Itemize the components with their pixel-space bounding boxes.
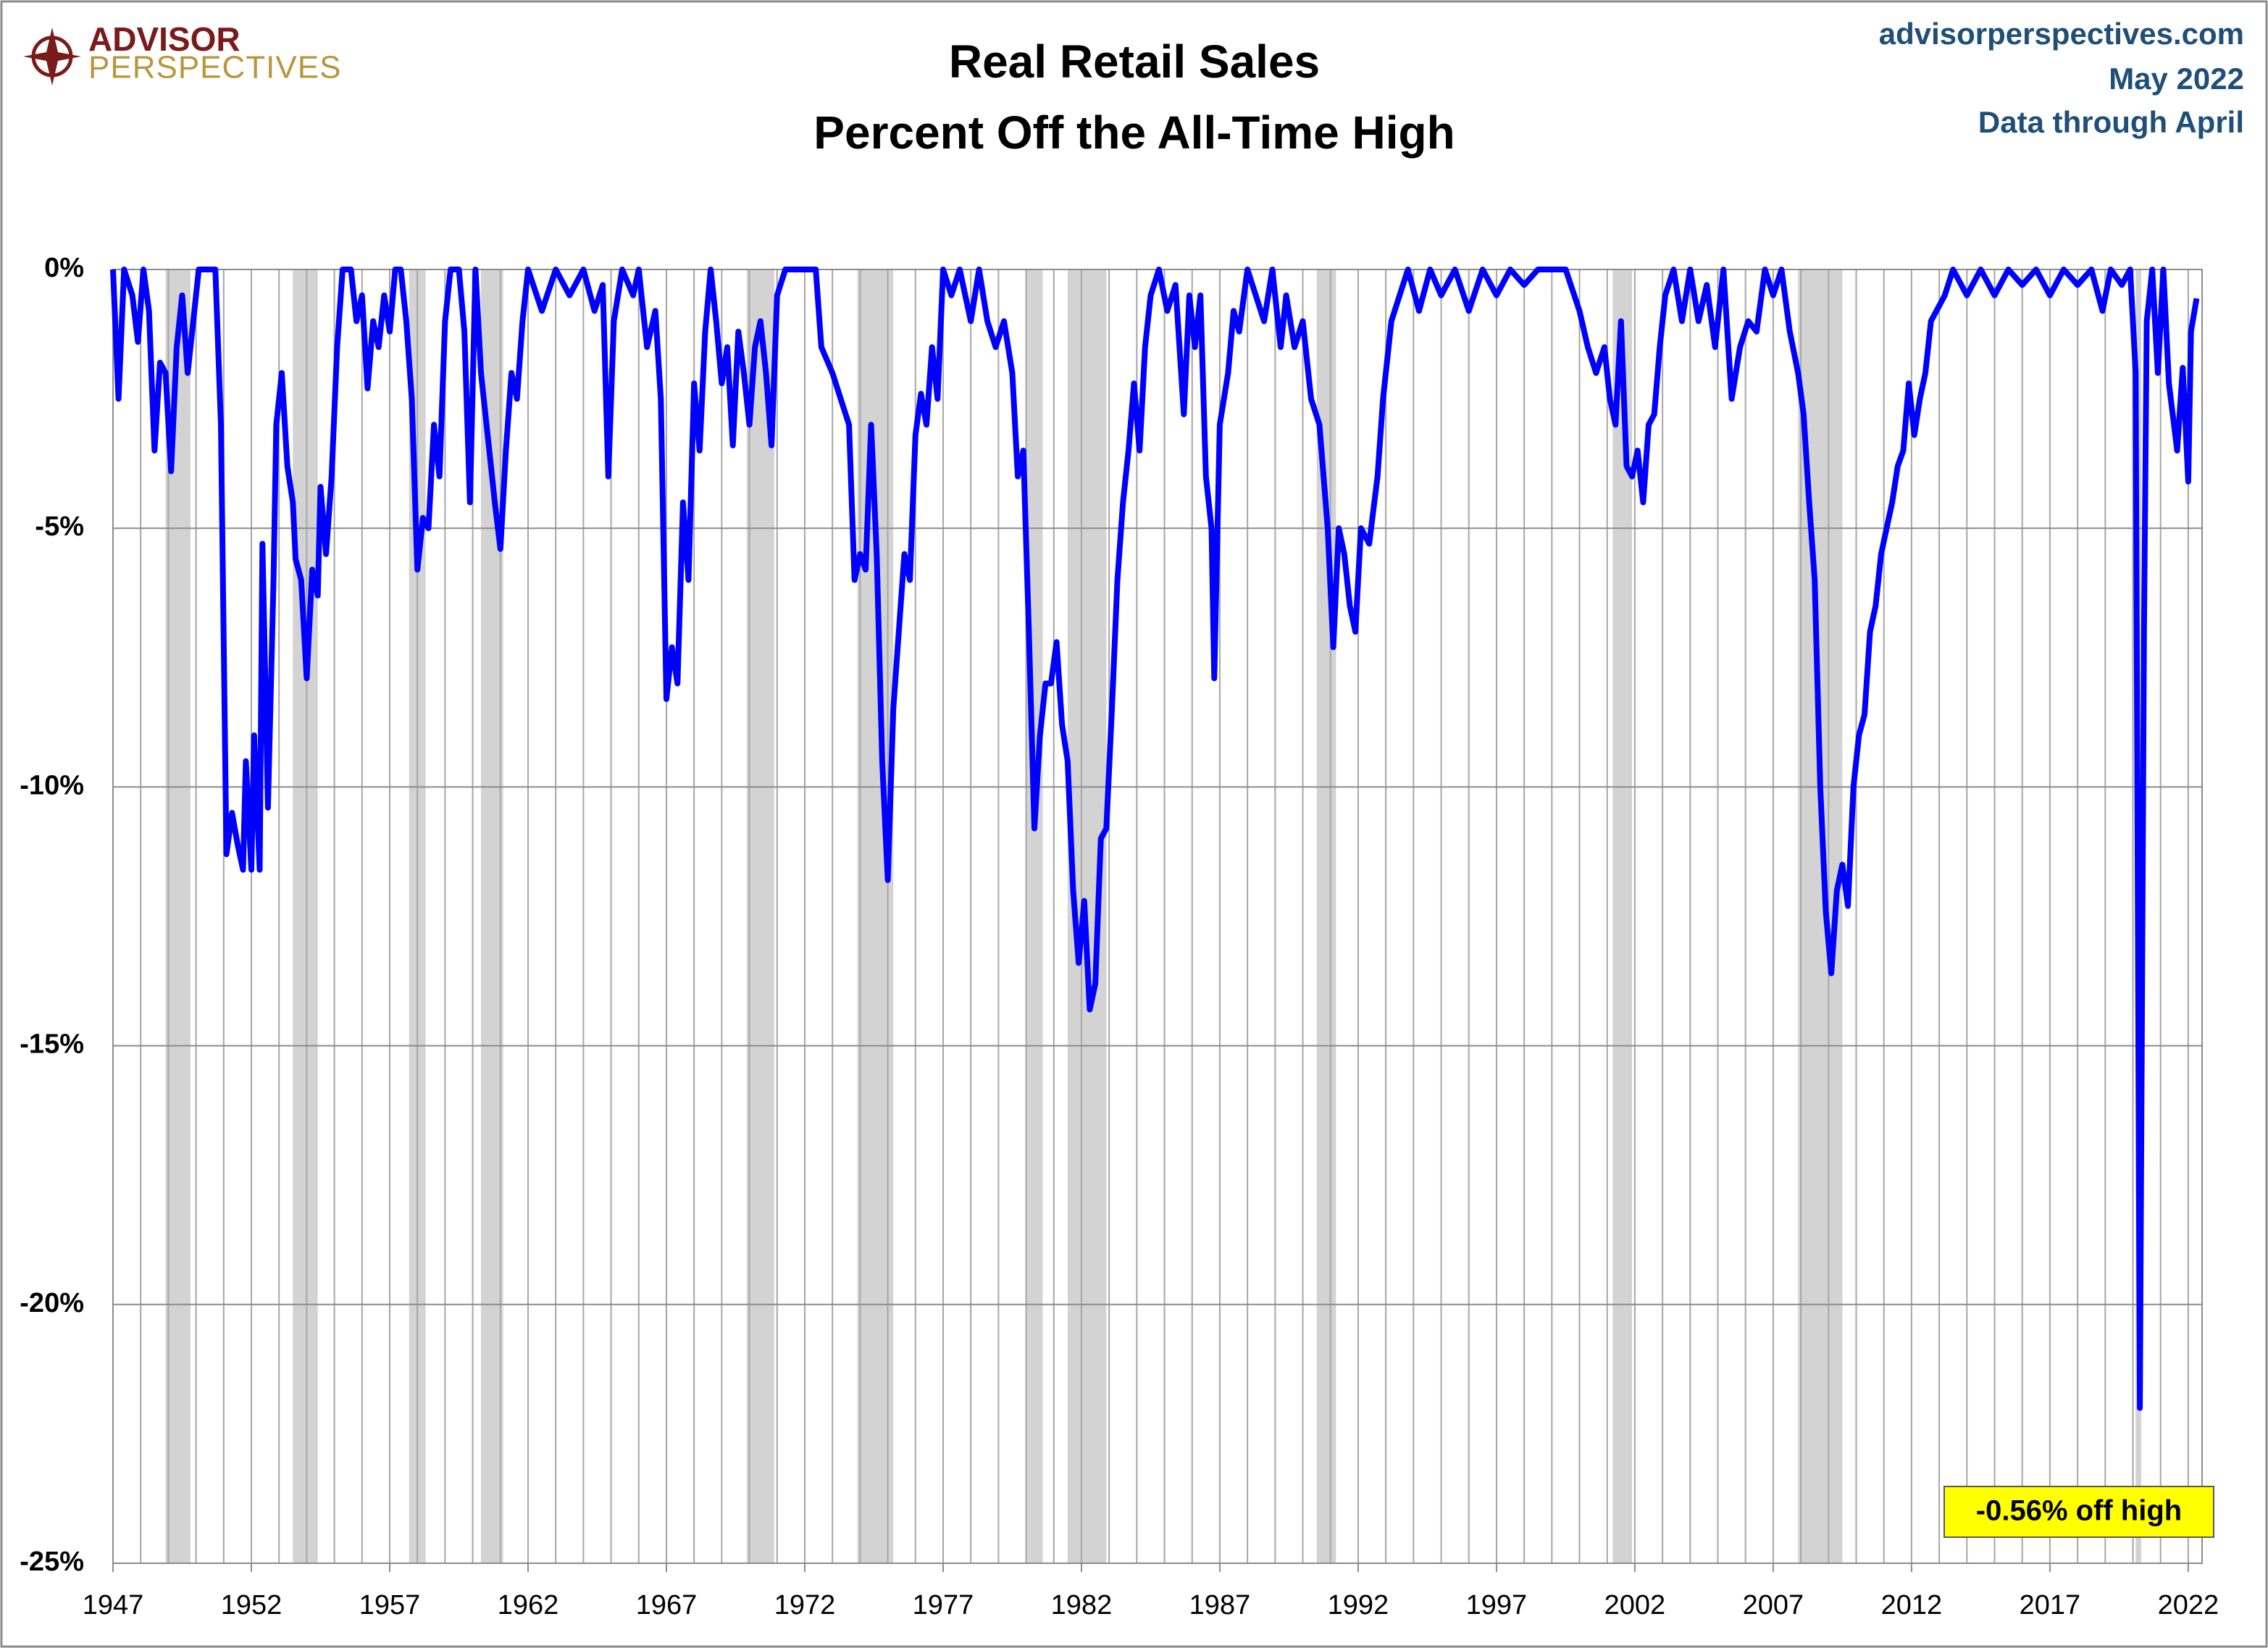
logo-line1: ADVISOR <box>88 20 240 58</box>
y-tick-label: -20% <box>20 1288 84 1318</box>
logo-star <box>23 28 81 85</box>
x-tick-label: 1957 <box>359 1590 421 1620</box>
chart-title: Real Retail Sales <box>949 35 1320 88</box>
x-tick-label: 1967 <box>636 1590 698 1620</box>
x-tick-label: 1952 <box>221 1590 283 1620</box>
x-tick-label: 1947 <box>83 1590 144 1620</box>
source-line: advisorperspectives.com <box>1879 17 2244 51</box>
x-tick-label: 1992 <box>1328 1590 1389 1620</box>
x-tick-label: 1987 <box>1189 1590 1251 1620</box>
x-tick-label: 1977 <box>913 1590 974 1620</box>
plot-area: 0% -5% -10% -15% -20% -25% 1947 1952 1957 1962 196… <box>20 253 2219 1620</box>
source-line: May 2022 <box>2109 62 2244 96</box>
y-tick-label: 0% <box>44 253 84 283</box>
logo-line2: PERSPECTIVES <box>88 50 341 85</box>
y-tick-label: -15% <box>20 1029 84 1060</box>
recession-band <box>746 269 774 1563</box>
y-tick-label: -25% <box>20 1547 84 1577</box>
chart-subtitle: Percent Off the All-Time High <box>813 106 1455 159</box>
x-tick-label: 2012 <box>1881 1590 1943 1620</box>
y-tick-label: -10% <box>20 770 84 800</box>
annotation: -0.56% off high <box>1943 1486 2214 1538</box>
y-tick-label: -5% <box>35 511 84 542</box>
x-tick-label: 2017 <box>2020 1590 2081 1620</box>
x-tick-label: 2002 <box>1604 1590 1666 1620</box>
source-line: Data through April <box>1978 105 2244 139</box>
x-tick-label: 2007 <box>1743 1590 1804 1620</box>
x-tick-label: 1997 <box>1466 1590 1528 1620</box>
logo: ADVISOR PERSPECTIVES <box>23 20 341 85</box>
recession-band <box>1612 269 1633 1563</box>
annotation-box <box>1943 1486 2214 1538</box>
annotation-text: -0.56% off high <box>1976 1495 2182 1527</box>
recession-band <box>1026 269 1043 1563</box>
x-tick-label: 1982 <box>1051 1590 1113 1620</box>
recession-band <box>1316 269 1336 1563</box>
x-tick-label: 2022 <box>2158 1590 2219 1620</box>
x-tick-label: 1962 <box>498 1590 559 1620</box>
recession-band <box>293 269 318 1563</box>
recession-band <box>165 269 191 1563</box>
x-tick-label: 1972 <box>774 1590 836 1620</box>
data-line <box>110 267 2200 1411</box>
